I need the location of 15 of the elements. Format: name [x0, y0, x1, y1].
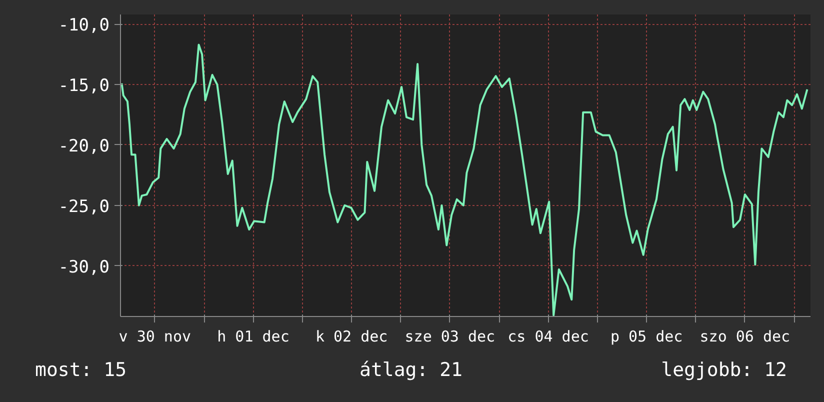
x-tick-label: cs 04 dec	[508, 328, 589, 346]
x-tick-label: v 30 nov	[118, 328, 192, 346]
y-tick-label: -30,0	[58, 257, 110, 278]
y-tick-label: -15,0	[58, 76, 110, 96]
text: átlag: 21	[360, 358, 462, 383]
x-tick-label: sze 03 dec	[404, 328, 496, 346]
y-tick-label: -20,0	[58, 136, 110, 156]
y-tick-label: -25,0	[58, 196, 110, 217]
x-tick-label: szo 06 dec	[700, 328, 790, 346]
text: legjobb: 12	[661, 358, 787, 383]
x-tick-label: h 01 dec	[217, 328, 290, 346]
x-tick-label: p 05 dec	[610, 328, 683, 346]
y-tick-label: -10,0	[58, 16, 110, 36]
text: most: 15	[35, 358, 127, 383]
x-tick-label: k 02 dec	[315, 328, 388, 346]
